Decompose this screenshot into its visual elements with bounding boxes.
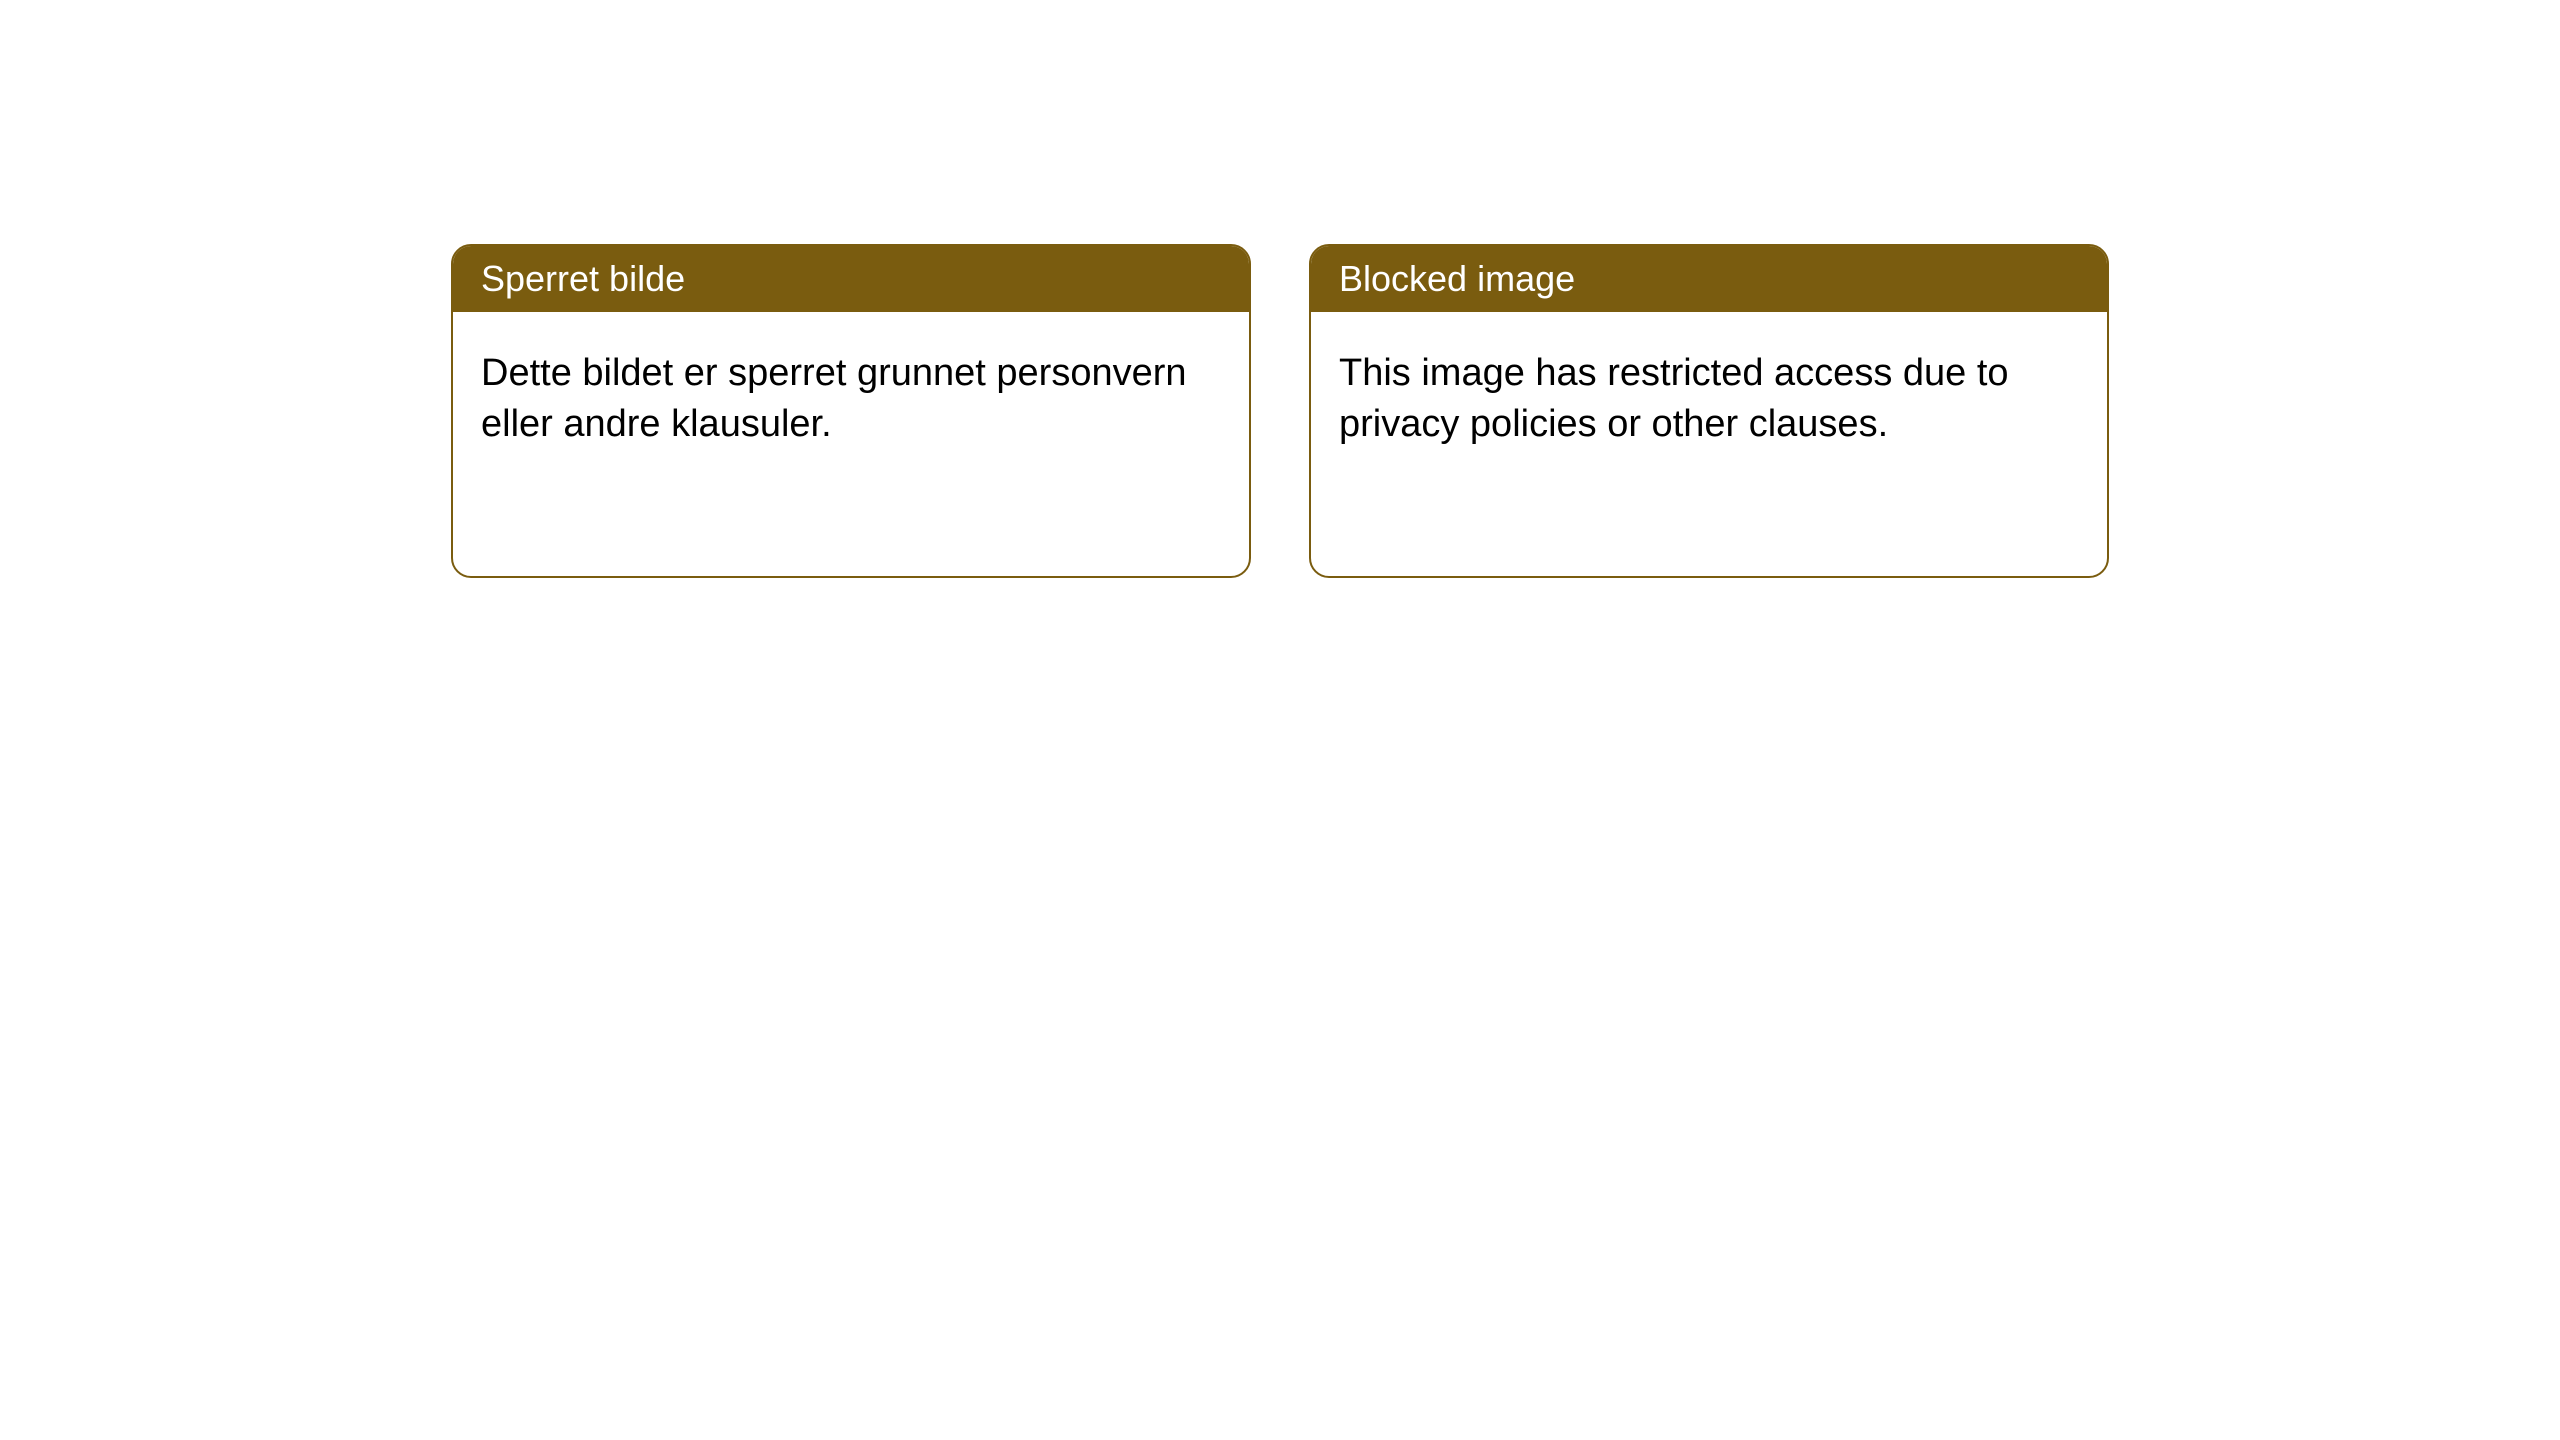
notice-body-english: This image has restricted access due to … [1311, 312, 2107, 487]
notice-body-norwegian: Dette bildet er sperret grunnet personve… [453, 312, 1249, 487]
notice-title-norwegian: Sperret bilde [453, 246, 1249, 312]
notice-container: Sperret bilde Dette bildet er sperret gr… [451, 244, 2109, 1440]
notice-card-norwegian: Sperret bilde Dette bildet er sperret gr… [451, 244, 1251, 578]
notice-card-english: Blocked image This image has restricted … [1309, 244, 2109, 578]
notice-title-english: Blocked image [1311, 246, 2107, 312]
